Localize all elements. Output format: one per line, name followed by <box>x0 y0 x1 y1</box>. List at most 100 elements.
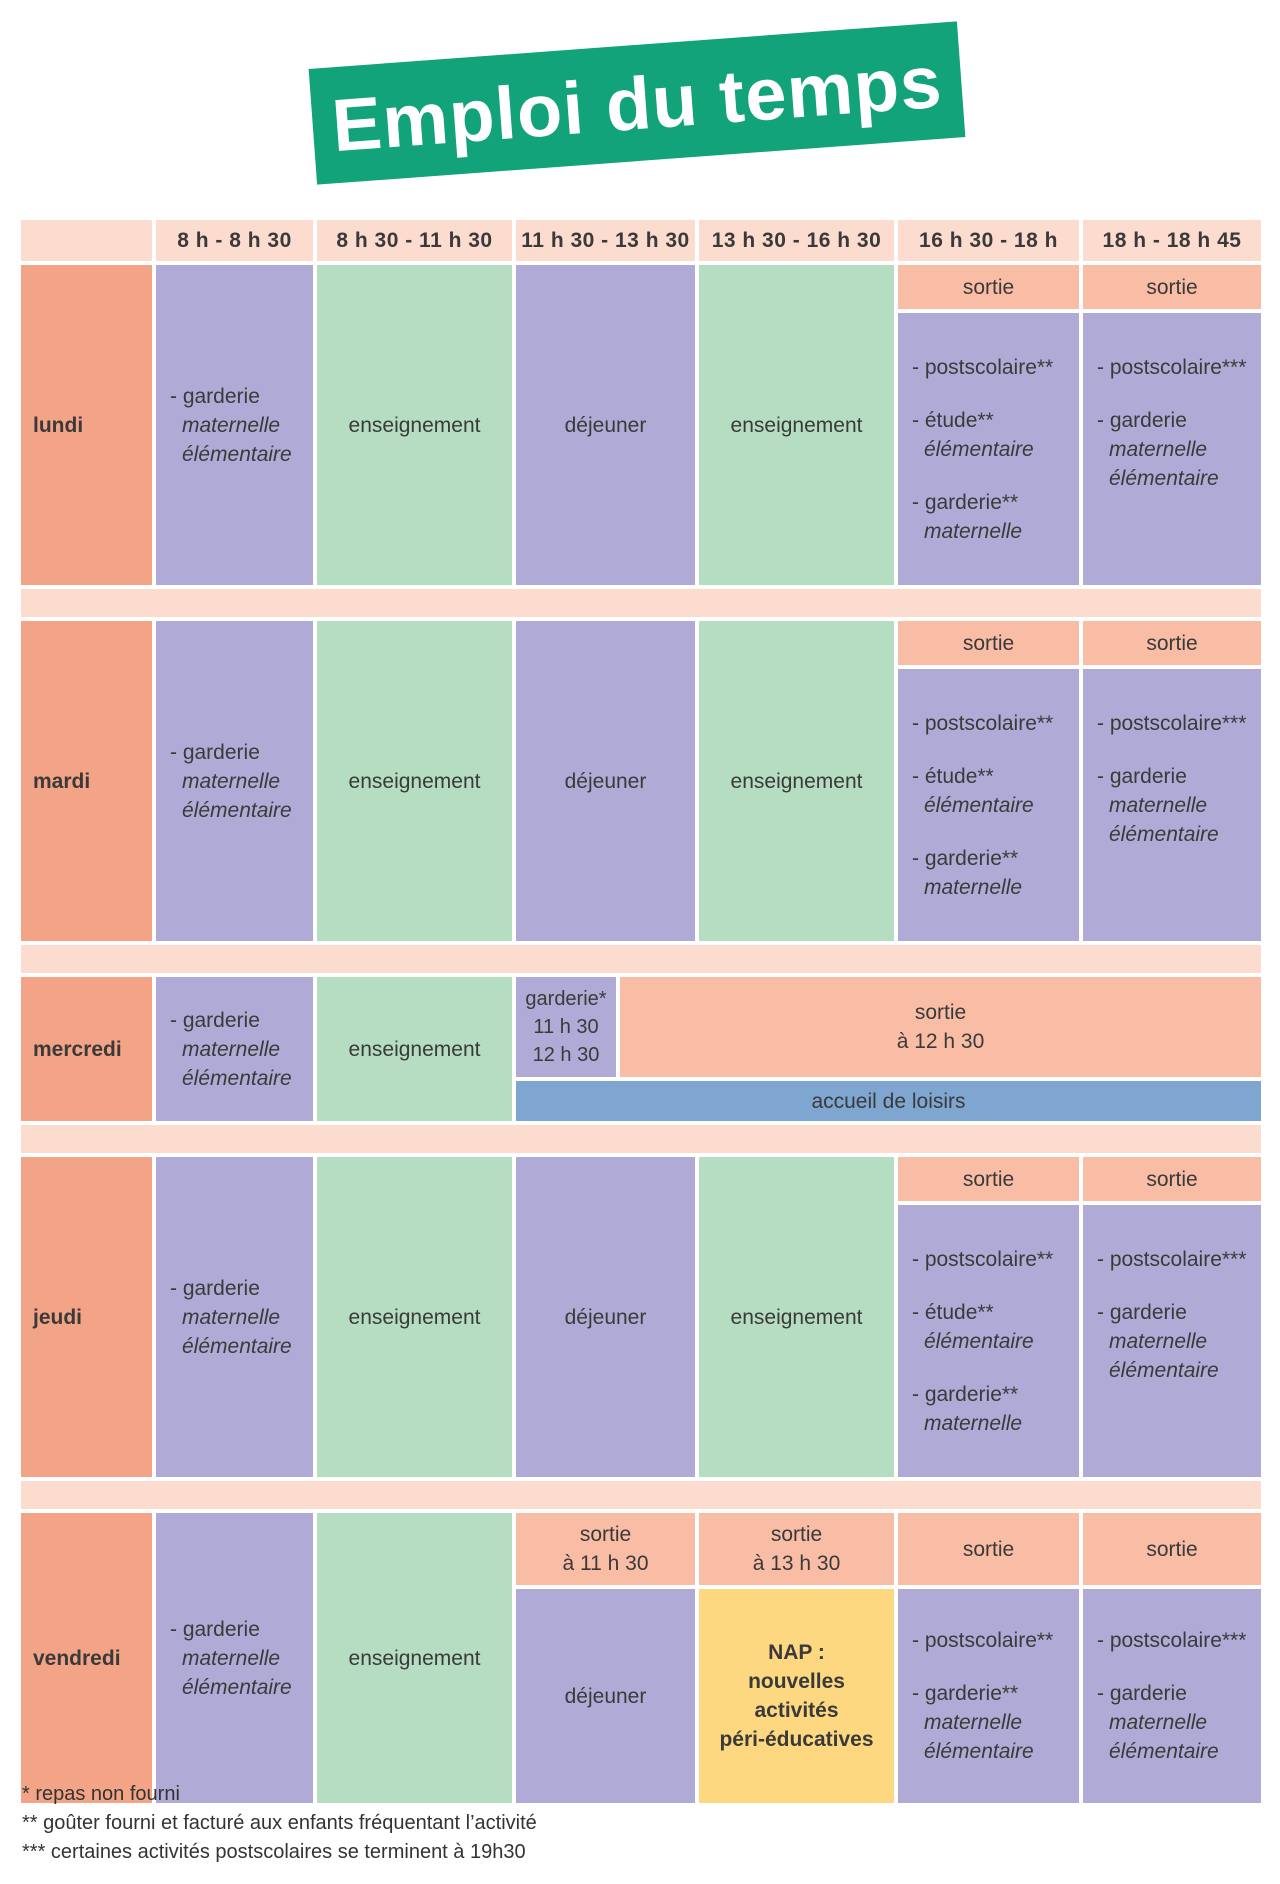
cell-sortie-mercredi: sortie à 12 h 30 <box>620 977 1261 1077</box>
sortie-label: sortie <box>914 1001 967 1024</box>
day-jeudi: jeudi <box>21 1157 152 1477</box>
list-item: - garderie maternelle élémentaire <box>1097 1298 1219 1385</box>
list-item: - garderie** maternelle <box>912 844 1022 902</box>
header-col-4: 13 h 30 - 16 h 30 <box>699 220 894 261</box>
row-separator <box>21 945 1261 973</box>
item-label: - garderie <box>170 740 260 764</box>
sortie-label: sortie <box>770 1523 823 1546</box>
item-label: - garderie <box>1097 1301 1187 1324</box>
cell-postscolaire-late: - postscolaire*** - garderie maternelle él… <box>1083 1589 1261 1803</box>
item-sub: maternelle <box>924 875 1023 899</box>
list-item: - garderie maternelle élémentaire <box>1097 406 1219 493</box>
cell-nap: NAP : nouvelles activités péri-éducative… <box>699 1589 894 1803</box>
item-label: - étude** <box>912 1300 994 1324</box>
row-separator <box>21 1481 1261 1509</box>
item-sub: maternelle <box>1109 1711 1208 1734</box>
item-sub: élémentaire <box>182 798 292 822</box>
sortie-label: sortie <box>579 1523 632 1546</box>
list-item: - garderie** maternelle élémentaire <box>912 1679 1034 1766</box>
cell-garderie: - garderie maternelle élémentaire <box>156 265 313 585</box>
garderie-label: garderie* <box>525 988 607 1010</box>
footnote: * repas non fourni <box>22 1783 180 1805</box>
cell-sortie: sortie <box>898 265 1079 309</box>
item-sub: élémentaire <box>924 1329 1034 1353</box>
list-item: - postscolaire*** <box>1097 353 1246 382</box>
list-item: - postscolaire*** <box>1097 1626 1246 1655</box>
cell-enseignement: enseignement <box>317 1157 512 1477</box>
item-label: - postscolaire*** <box>1097 712 1247 735</box>
item-sub: élémentaire <box>1109 823 1219 846</box>
footnote: *** certaines activités postscolaires se… <box>22 1841 526 1863</box>
cell-sortie: sortie <box>1083 1157 1261 1201</box>
sortie-time: à 12 h 30 <box>896 1030 985 1053</box>
item-label: - postscolaire*** <box>1097 356 1247 379</box>
cell-enseignement: enseignement <box>699 265 894 585</box>
garderie-time-end: 12 h 30 <box>532 1044 600 1066</box>
day-mardi: mardi <box>21 621 152 941</box>
sortie-time: à 13 h 30 <box>752 1552 841 1575</box>
item-label: - postscolaire** <box>912 355 1054 379</box>
item-sub: élémentaire <box>182 1066 292 1090</box>
cell-sortie: sortie <box>1083 265 1261 309</box>
list-item: - postscolaire** <box>912 709 1053 738</box>
header-col-1: 8 h - 8 h 30 <box>156 220 313 261</box>
cell-enseignement: enseignement <box>317 977 512 1121</box>
item-sub: élémentaire <box>924 793 1034 817</box>
list-item: - garderie maternelle élémentaire <box>1097 1679 1219 1766</box>
item-label: - garderie** <box>912 846 1019 870</box>
nap-line: activités <box>754 1699 839 1722</box>
item-label: - étude** <box>912 408 994 432</box>
cell-sortie-1130: sortie à 11 h 30 <box>516 1513 695 1585</box>
item-sub: maternelle <box>182 769 281 793</box>
item-label: - postscolaire** <box>912 1629 1054 1652</box>
list-item: - postscolaire** <box>912 1626 1053 1655</box>
list-item: - postscolaire** <box>912 353 1053 382</box>
item-label: - garderie <box>1097 409 1187 432</box>
day-vendredi: vendredi <box>21 1513 152 1803</box>
header-col-3: 11 h 30 - 13 h 30 <box>516 220 695 261</box>
cell-postscolaire: - postscolaire** - étude** élémentaire - … <box>898 1205 1079 1477</box>
item-label: - garderie <box>170 1617 260 1641</box>
cell-sortie: sortie <box>898 1157 1079 1201</box>
mercredi-midday: garderie* 11 h 30 12 h 30 sortie à 12 h … <box>516 977 1261 1077</box>
item-sub: maternelle <box>1109 1330 1208 1353</box>
item-sub: maternelle <box>924 1411 1023 1435</box>
cell-sortie-1330: sortie à 13 h 30 <box>699 1513 894 1585</box>
cell-garderie: - garderie maternelle élémentaire <box>156 621 313 941</box>
item-sub: élémentaire <box>924 437 1034 461</box>
cell-enseignement: enseignement <box>699 621 894 941</box>
header-col-6: 18 h - 18 h 45 <box>1083 220 1261 261</box>
item-sub: maternelle <box>924 519 1023 543</box>
list-item: - garderie** maternelle <box>912 1380 1022 1438</box>
item-label: - postscolaire** <box>912 711 1054 735</box>
header-corner <box>21 220 152 261</box>
item-label: - garderie <box>170 384 260 408</box>
cell-garderie: - garderie maternelle élémentaire <box>156 1157 313 1477</box>
list-item: - garderie** maternelle <box>912 488 1022 546</box>
cell-postscolaire: - postscolaire** - garderie** maternelle é… <box>898 1589 1079 1803</box>
cell-dejeuner: déjeuner <box>516 621 695 941</box>
row-separator <box>21 589 1261 617</box>
item-label: - garderie** <box>912 490 1019 514</box>
item-label: - garderie <box>170 1008 260 1032</box>
cell-sortie: sortie <box>898 1513 1079 1585</box>
row-separator <box>21 1125 1261 1153</box>
list-item: - garderie maternelle élémentaire <box>1097 762 1219 849</box>
item-label: - étude** <box>912 764 994 788</box>
cell-garderie: - garderie maternelle élémentaire <box>156 977 313 1121</box>
item-label: - garderie <box>1097 765 1187 788</box>
cell-postscolaire-late: - postscolaire*** - garderie maternelle él… <box>1083 669 1261 941</box>
item-sub: élémentaire <box>1109 1740 1219 1763</box>
sortie-time: à 11 h 30 <box>562 1552 649 1575</box>
cell-enseignement: enseignement <box>317 1513 512 1803</box>
cell-sortie: sortie <box>898 621 1079 665</box>
cell-garderie-mercredi: garderie* 11 h 30 12 h 30 <box>516 977 616 1077</box>
garderie-time-start: 11 h 30 <box>533 1016 599 1038</box>
cell-dejeuner: déjeuner <box>516 265 695 585</box>
item-label: - postscolaire*** <box>1097 1248 1247 1271</box>
page-title: Emploi du temps <box>329 39 945 167</box>
list-item: - postscolaire*** <box>1097 1245 1246 1274</box>
nap-line: nouvelles <box>748 1670 845 1693</box>
item-sub: élémentaire <box>1109 1359 1219 1382</box>
item-sub: élémentaire <box>182 1675 292 1699</box>
